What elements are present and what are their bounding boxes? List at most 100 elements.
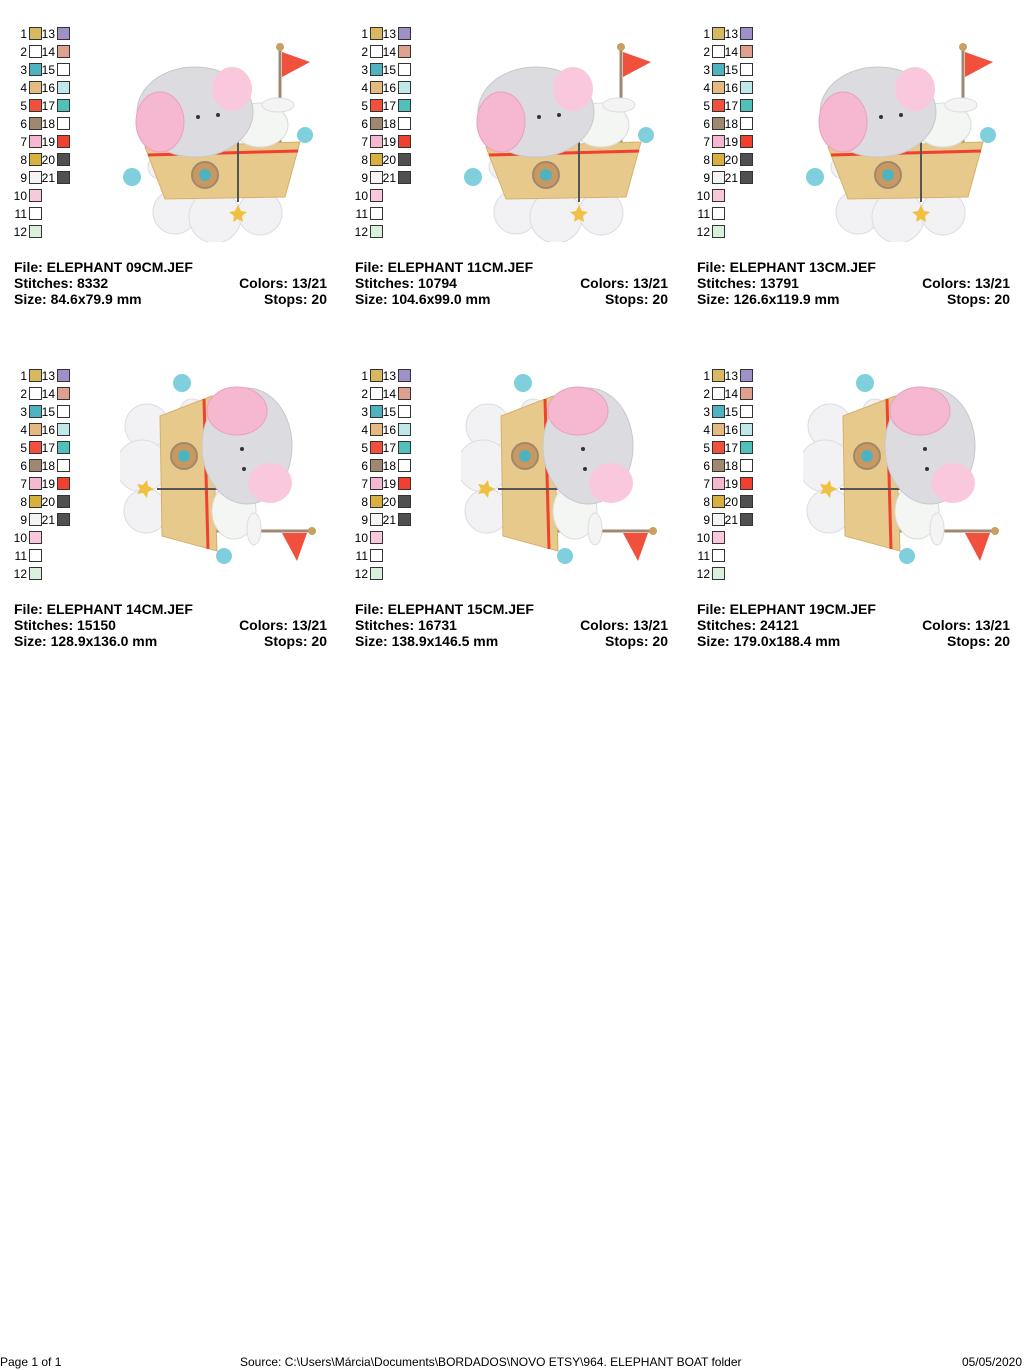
color-swatch xyxy=(57,117,70,130)
color-swatch xyxy=(29,567,42,580)
color-number: 5 xyxy=(361,441,368,455)
color-swatch xyxy=(740,63,753,76)
color-number: 5 xyxy=(20,441,27,455)
color-swatch xyxy=(57,27,70,40)
stop-count: Stops: 20 xyxy=(263,291,327,307)
color-number: 18 xyxy=(724,117,738,131)
color-swatch xyxy=(29,207,42,220)
design-image xyxy=(461,27,671,247)
color-swatch xyxy=(370,495,383,508)
color-swatch xyxy=(740,369,753,382)
color-swatch xyxy=(29,387,42,400)
color-swatch xyxy=(370,171,383,184)
color-number: 1 xyxy=(20,369,27,383)
color-count: Colors: 13/21 xyxy=(239,617,327,633)
color-number: 17 xyxy=(382,441,396,455)
color-number: 20 xyxy=(41,495,55,509)
color-swatch xyxy=(712,369,725,382)
color-count: Colors: 13/21 xyxy=(922,617,1010,633)
color-swatch xyxy=(29,441,42,454)
color-number: 17 xyxy=(724,99,738,113)
color-number: 18 xyxy=(382,459,396,473)
color-number: 16 xyxy=(724,423,738,437)
color-number: 5 xyxy=(703,99,710,113)
color-swatch xyxy=(740,27,753,40)
color-count: Colors: 13/21 xyxy=(580,275,668,291)
color-number: 17 xyxy=(382,99,396,113)
color-number: 1 xyxy=(20,27,27,41)
color-number: 6 xyxy=(703,459,710,473)
color-number: 8 xyxy=(20,153,27,167)
color-number: 19 xyxy=(41,135,55,149)
color-swatch xyxy=(370,99,383,112)
color-swatch xyxy=(712,495,725,508)
color-swatch xyxy=(29,513,42,526)
stitch-count: Stitches: 24121 xyxy=(697,617,799,633)
color-swatch xyxy=(29,81,42,94)
color-swatch xyxy=(740,171,753,184)
color-number: 15 xyxy=(41,405,55,419)
color-number: 12 xyxy=(354,225,368,239)
design-size: Size: 84.6x79.9 mm xyxy=(14,291,142,307)
color-swatch xyxy=(398,135,411,148)
color-swatch xyxy=(370,441,383,454)
color-swatch xyxy=(29,477,42,490)
color-swatch xyxy=(740,405,753,418)
color-swatch xyxy=(740,81,753,94)
color-number: 13 xyxy=(382,369,396,383)
color-number: 3 xyxy=(20,405,27,419)
color-count: Colors: 13/21 xyxy=(922,275,1010,291)
color-swatch xyxy=(29,423,42,436)
color-number: 5 xyxy=(703,441,710,455)
color-number: 6 xyxy=(20,459,27,473)
color-number: 8 xyxy=(20,495,27,509)
color-number: 2 xyxy=(361,45,368,59)
color-swatch xyxy=(712,405,725,418)
color-number: 2 xyxy=(703,45,710,59)
color-number: 12 xyxy=(13,225,27,239)
color-swatch xyxy=(740,99,753,112)
color-number: 5 xyxy=(361,99,368,113)
color-number: 6 xyxy=(703,117,710,131)
embroidery-preview xyxy=(123,43,313,244)
color-swatch xyxy=(712,207,725,220)
color-swatch xyxy=(398,513,411,526)
file-name: File: ELEPHANT 15CM.JEF xyxy=(355,601,534,617)
color-swatch xyxy=(398,81,411,94)
color-swatch xyxy=(370,225,383,238)
file-name: File: ELEPHANT 11CM.JEF xyxy=(355,259,534,275)
color-swatch xyxy=(29,153,42,166)
color-number: 19 xyxy=(41,477,55,491)
color-number: 21 xyxy=(724,513,738,527)
color-swatch xyxy=(740,135,753,148)
embroidery-preview xyxy=(456,374,657,564)
color-swatch xyxy=(29,135,42,148)
color-swatch xyxy=(712,459,725,472)
color-number: 11 xyxy=(355,549,368,563)
color-number: 2 xyxy=(361,387,368,401)
color-number: 4 xyxy=(703,423,710,437)
print-date: 05/05/2020 xyxy=(961,1355,1022,1369)
color-number: 11 xyxy=(14,207,27,221)
stop-count: Stops: 20 xyxy=(946,291,1010,307)
color-swatch xyxy=(740,117,753,130)
color-swatch xyxy=(57,495,70,508)
color-swatch xyxy=(712,171,725,184)
color-number: 4 xyxy=(20,423,27,437)
color-number: 19 xyxy=(382,477,396,491)
color-number: 15 xyxy=(382,63,396,77)
color-number: 10 xyxy=(13,189,27,203)
color-swatch xyxy=(57,369,70,382)
color-number: 10 xyxy=(696,531,710,545)
color-number: 12 xyxy=(354,567,368,581)
color-swatch xyxy=(57,99,70,112)
color-swatch xyxy=(740,513,753,526)
color-swatch xyxy=(29,549,42,562)
color-swatch xyxy=(370,459,383,472)
color-swatch xyxy=(740,495,753,508)
design-image xyxy=(115,369,330,589)
color-swatch xyxy=(57,477,70,490)
embroidery-preview xyxy=(798,374,999,564)
color-swatch xyxy=(370,387,383,400)
color-number: 4 xyxy=(703,81,710,95)
